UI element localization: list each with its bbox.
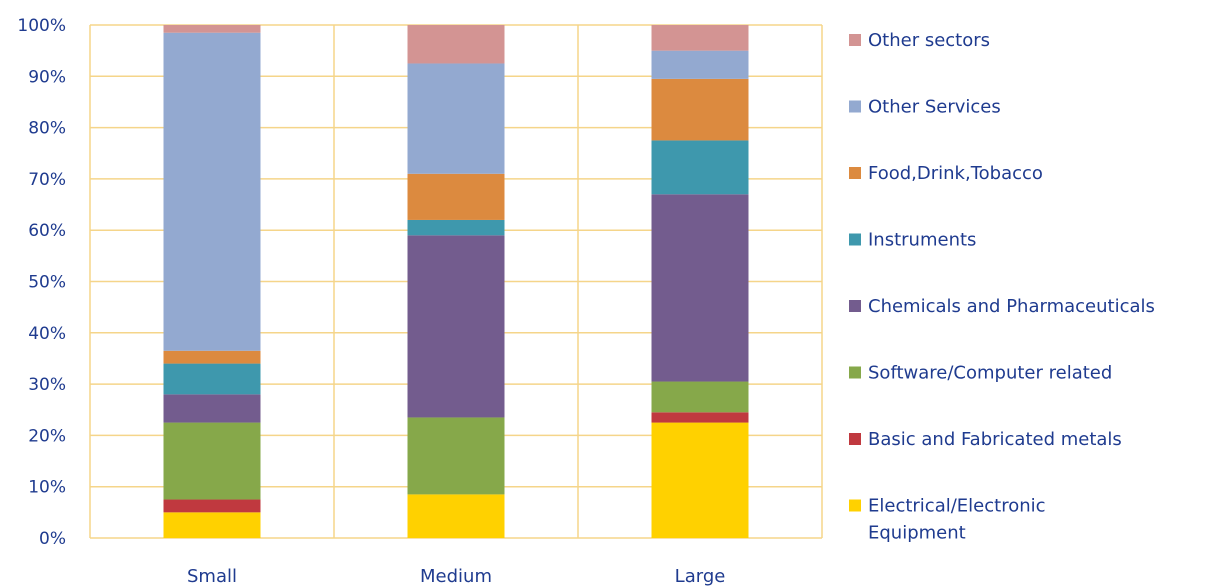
y-tick-label: 100% bbox=[17, 16, 66, 36]
x-axis-categories: Small Medium Large bbox=[187, 566, 725, 587]
bar-segment bbox=[163, 394, 261, 423]
legend-label: Chemicals and Pharmaceuticals bbox=[868, 296, 1155, 317]
legend-label: Food,Drink,Tobacco bbox=[868, 163, 1043, 184]
bar-segment bbox=[651, 422, 749, 538]
x-category-label: Medium bbox=[420, 566, 492, 587]
legend-label: Basic and Fabricated metals bbox=[868, 429, 1122, 450]
legend-label: Other Services bbox=[868, 97, 1001, 118]
bar-segment bbox=[163, 350, 261, 364]
y-tick-label: 70% bbox=[28, 170, 66, 190]
y-axis-ticks: 0% 10% 20% 30% 40% 50% 60% 70% 80% 90% 100% bbox=[17, 16, 66, 549]
y-tick-label: 50% bbox=[28, 273, 66, 293]
bar-segment bbox=[163, 422, 261, 500]
legend-swatch bbox=[849, 233, 861, 246]
bar-segment bbox=[651, 140, 749, 195]
bar-segment bbox=[407, 417, 505, 495]
legend-label: Electrical/Electronic bbox=[868, 496, 1046, 517]
y-tick-label: 80% bbox=[28, 119, 66, 139]
bar-segment bbox=[163, 512, 261, 538]
y-tick-label: 0% bbox=[39, 529, 66, 549]
bar-segment bbox=[163, 499, 261, 513]
bars bbox=[163, 25, 749, 538]
legend-swatch bbox=[849, 34, 861, 46]
bar-segment bbox=[651, 78, 749, 141]
legend-swatch bbox=[849, 499, 861, 512]
legend-swatch bbox=[849, 100, 861, 113]
legend: Other sectors Other Services Food,Drink,To… bbox=[849, 30, 1155, 544]
bar-segment bbox=[163, 32, 261, 351]
legend-swatch bbox=[849, 366, 861, 379]
bar-segment bbox=[407, 235, 505, 418]
legend-swatch bbox=[849, 300, 861, 312]
bar-segment bbox=[651, 412, 749, 423]
x-category-label: Small bbox=[187, 566, 237, 587]
y-tick-label: 20% bbox=[28, 426, 66, 446]
bar-segment bbox=[407, 494, 505, 538]
bar-segment bbox=[651, 194, 749, 382]
legend-label: Equipment bbox=[868, 523, 966, 544]
y-tick-label: 10% bbox=[28, 478, 66, 498]
y-tick-label: 30% bbox=[28, 375, 66, 395]
y-tick-label: 90% bbox=[28, 67, 66, 87]
bar-segment bbox=[407, 219, 505, 236]
y-tick-label: 60% bbox=[28, 221, 66, 241]
bar-segment bbox=[163, 363, 261, 395]
y-tick-label: 40% bbox=[28, 324, 66, 344]
x-category-label: Large bbox=[675, 566, 726, 587]
legend-swatch bbox=[849, 433, 861, 445]
legend-label: Software/Computer related bbox=[868, 363, 1112, 384]
bar-segment bbox=[651, 25, 749, 51]
legend-label: Instruments bbox=[868, 230, 976, 251]
bar-segment bbox=[407, 173, 505, 220]
legend-swatch bbox=[849, 167, 861, 179]
bar-segment bbox=[651, 50, 749, 79]
legend-label: Other sectors bbox=[868, 30, 990, 51]
bar-segment bbox=[163, 25, 261, 33]
bar-segment bbox=[407, 25, 505, 64]
bar-segment bbox=[407, 63, 505, 174]
bar-segment bbox=[651, 381, 749, 413]
